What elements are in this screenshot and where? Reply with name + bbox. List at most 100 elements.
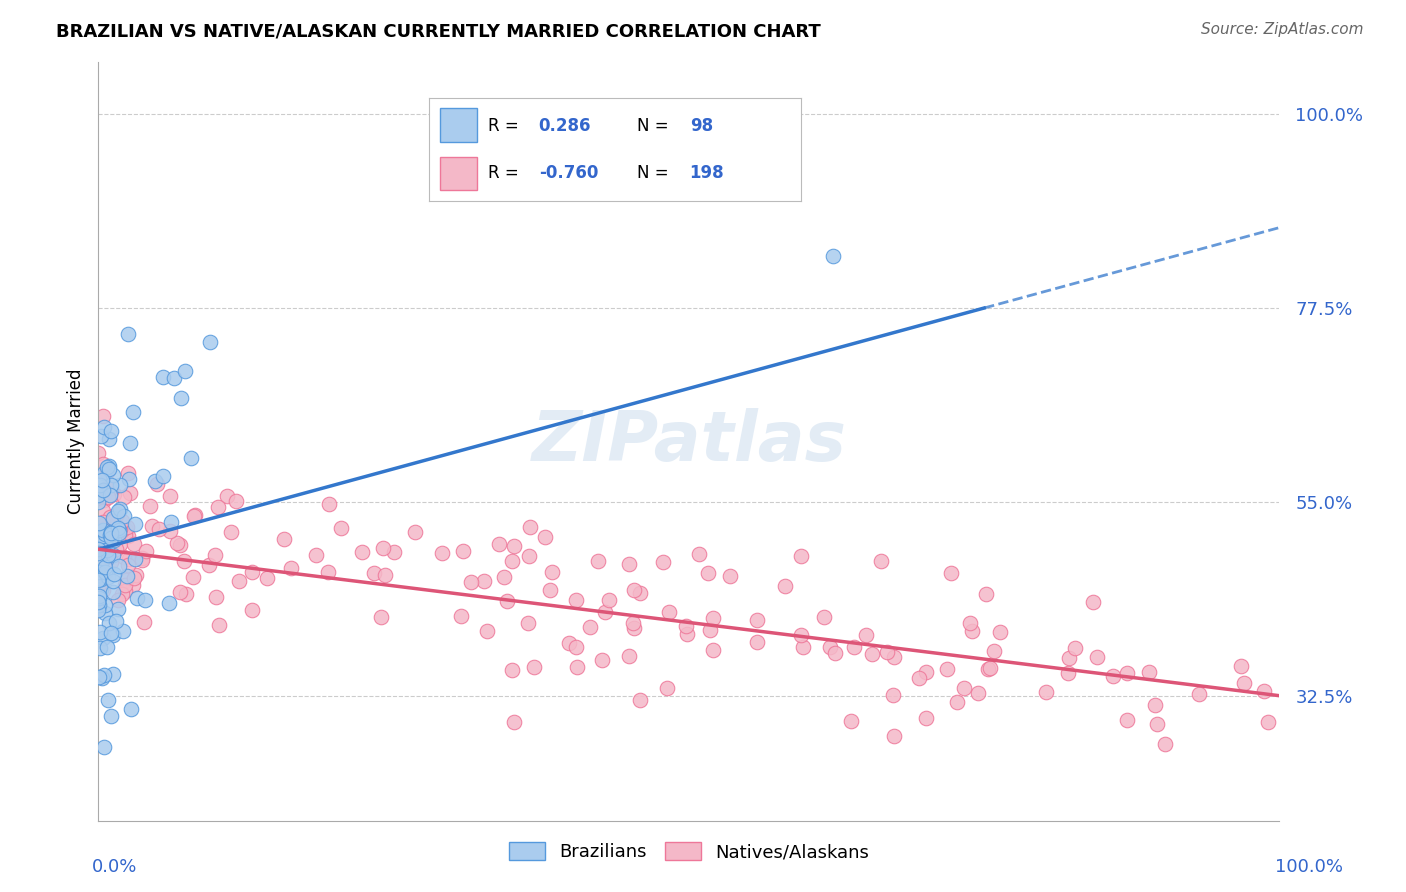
Point <box>98 510 121 524</box>
Point <box>101 667 124 681</box>
Point <box>159 515 181 529</box>
Point <box>166 536 188 550</box>
Point <box>114 577 136 591</box>
Point <box>152 370 174 384</box>
Text: -0.760: -0.760 <box>538 164 598 182</box>
Point <box>370 610 392 624</box>
Text: R =: R = <box>488 117 519 135</box>
Point <box>107 593 129 607</box>
Point <box>174 364 197 378</box>
Point <box>111 514 134 528</box>
Point <box>962 624 984 639</box>
Point <box>87 446 110 460</box>
Point <box>617 649 640 664</box>
Point <box>96 460 118 475</box>
Point <box>876 645 898 659</box>
Point <box>87 546 110 560</box>
Point <box>98 528 121 542</box>
Point <box>318 497 340 511</box>
Point <box>404 524 426 539</box>
Point <box>96 482 118 496</box>
Legend: Brazilians, Natives/Alaskans: Brazilians, Natives/Alaskans <box>502 835 876 869</box>
FancyBboxPatch shape <box>440 109 477 142</box>
Point <box>105 532 128 546</box>
Point <box>821 249 844 263</box>
Point <box>101 574 124 588</box>
Point <box>90 582 112 596</box>
Point <box>96 640 118 654</box>
Point <box>97 549 120 563</box>
Point <box>198 558 221 572</box>
Point <box>110 522 132 536</box>
Point <box>699 623 721 637</box>
Point <box>135 544 157 558</box>
Point <box>100 709 122 723</box>
Point <box>118 435 141 450</box>
Point <box>159 489 181 503</box>
Point <box>1035 685 1057 699</box>
Point <box>90 489 112 503</box>
Point <box>148 522 170 536</box>
Point <box>1154 737 1177 751</box>
Point <box>839 714 862 729</box>
Point <box>101 585 124 599</box>
Point <box>91 538 114 552</box>
Point <box>117 558 139 572</box>
Point <box>221 525 243 540</box>
Point <box>983 644 1005 658</box>
Point <box>87 495 110 509</box>
Point <box>93 420 115 434</box>
Point <box>1063 641 1085 656</box>
Point <box>111 524 134 538</box>
Point <box>93 466 115 480</box>
Point <box>169 538 191 552</box>
Point <box>90 572 112 586</box>
Point <box>655 681 678 695</box>
Point <box>87 589 110 603</box>
Point <box>501 663 523 677</box>
Point <box>1101 669 1123 683</box>
Point <box>882 689 904 703</box>
Point <box>131 550 153 565</box>
Point <box>988 624 1011 639</box>
Text: 0.286: 0.286 <box>538 117 592 135</box>
Point <box>97 570 120 584</box>
Point <box>173 554 195 568</box>
Point <box>100 481 122 495</box>
Point <box>240 603 263 617</box>
Point <box>146 477 169 491</box>
Point <box>115 569 138 583</box>
Point <box>107 523 129 537</box>
Point <box>93 668 115 682</box>
Point <box>103 533 125 547</box>
Point <box>100 531 122 545</box>
Point <box>159 596 181 610</box>
Point <box>169 584 191 599</box>
Point <box>979 661 1001 675</box>
Point <box>617 558 640 572</box>
Point <box>98 461 121 475</box>
Point <box>100 526 122 541</box>
Text: BRAZILIAN VS NATIVE/ALASKAN CURRENTLY MARRIED CORRELATION CHART: BRAZILIAN VS NATIVE/ALASKAN CURRENTLY MA… <box>56 22 821 40</box>
Point <box>122 537 145 551</box>
Point <box>702 611 724 625</box>
Point <box>117 326 139 341</box>
Point <box>450 609 472 624</box>
Point <box>1253 684 1275 698</box>
Point <box>91 631 114 645</box>
Point <box>1057 651 1080 665</box>
Point <box>87 488 110 502</box>
Point <box>87 486 110 500</box>
Point <box>870 554 893 568</box>
Point <box>915 665 938 680</box>
Point <box>98 458 121 473</box>
Point <box>675 619 697 633</box>
Point <box>107 504 129 518</box>
Point <box>883 649 905 664</box>
Text: ZIPatlas: ZIPatlas <box>531 408 846 475</box>
Point <box>101 549 124 563</box>
Point <box>217 489 239 503</box>
Point <box>114 583 136 598</box>
Point <box>105 507 128 521</box>
Point <box>198 334 221 349</box>
